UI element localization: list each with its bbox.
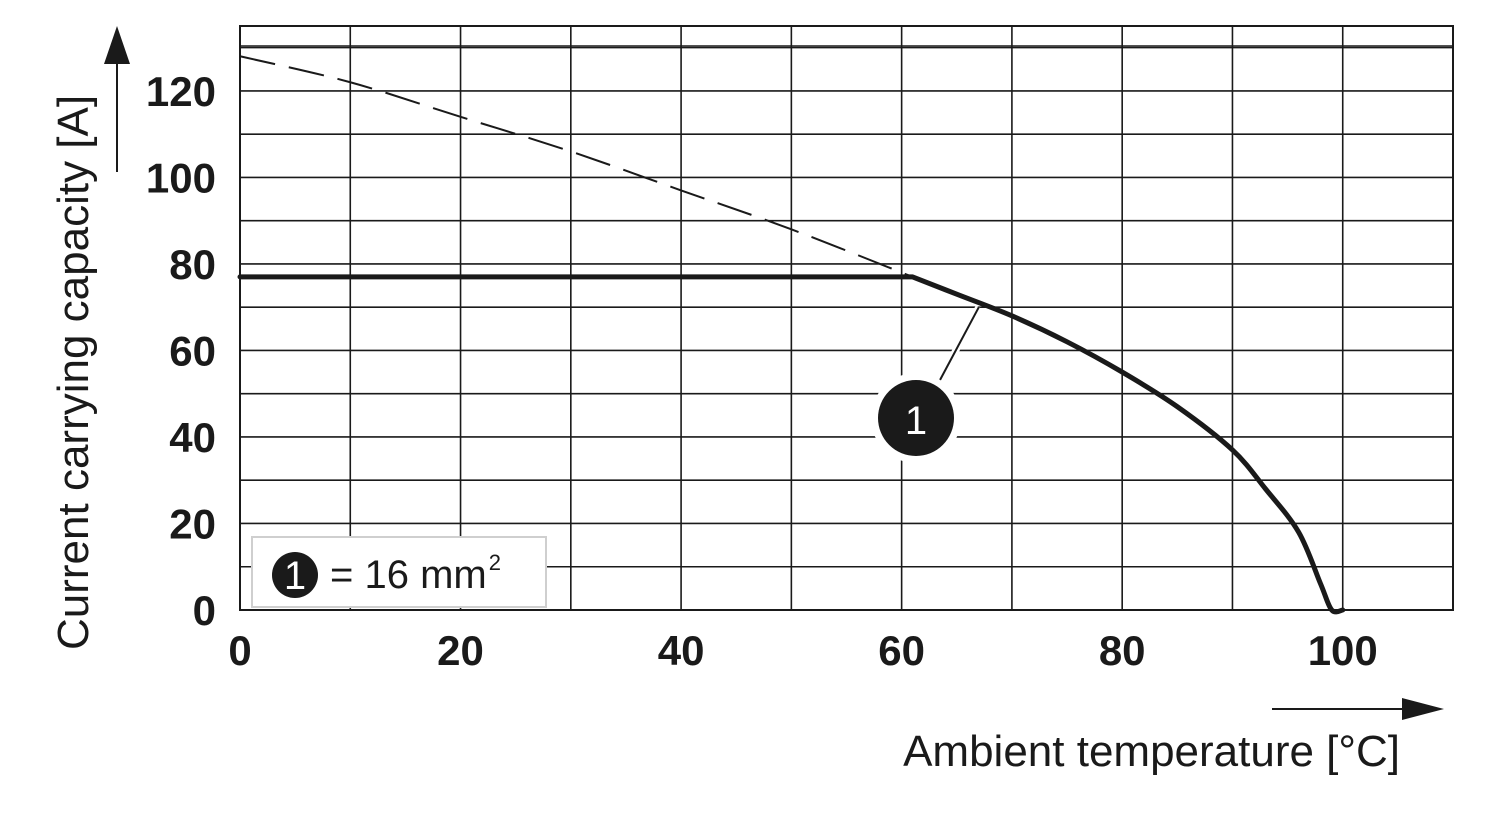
- callout-badge-label: 1: [905, 399, 927, 443]
- grid: [240, 26, 1453, 610]
- y-tick-label: 40: [169, 414, 216, 461]
- plot-frame: [240, 26, 1453, 610]
- y-axis-arrow-head: [104, 26, 130, 64]
- y-tick-label: 100: [146, 154, 216, 201]
- x-axis-arrow-head: [1402, 698, 1444, 720]
- y-tick-label: 20: [169, 500, 216, 547]
- y-axis-title: Current carrying capacity [A]: [49, 95, 98, 650]
- x-tick-label: 80: [1099, 627, 1146, 674]
- x-tick-label: 20: [437, 627, 484, 674]
- x-tick-label: 100: [1308, 627, 1378, 674]
- x-axis-title: Ambient temperature [°C]: [903, 727, 1400, 776]
- legend-text-superscript: 2: [489, 550, 501, 575]
- x-tick-label: 40: [658, 627, 705, 674]
- callout-leader-line: [940, 307, 979, 380]
- x-tick-label: 60: [878, 627, 925, 674]
- y-tick-label: 0: [193, 587, 216, 634]
- legend-marker-label: 1: [284, 554, 306, 598]
- series-dashed-line: [240, 56, 913, 277]
- y-tick-label: 120: [146, 68, 216, 115]
- y-tick-label: 80: [169, 241, 216, 288]
- y-tick-label: 60: [169, 327, 216, 374]
- legend: 1 = 16 mm2: [252, 537, 546, 607]
- legend-text: = 16 mm2: [330, 550, 501, 597]
- x-axis-title-group: Ambient temperature [°C]: [903, 698, 1444, 776]
- x-tick-label: 0: [228, 627, 251, 674]
- y-axis-title-group: Current carrying capacity [A]: [49, 26, 130, 650]
- legend-text-main: = 16 mm: [330, 553, 487, 597]
